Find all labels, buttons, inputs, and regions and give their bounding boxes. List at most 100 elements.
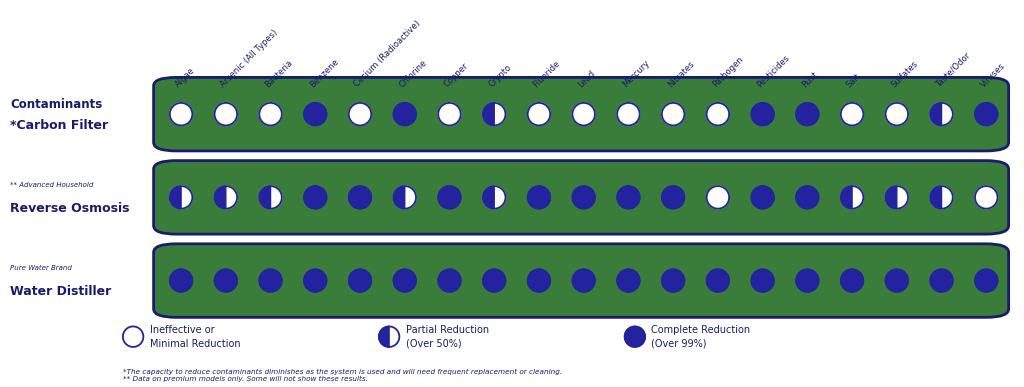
Ellipse shape bbox=[796, 103, 818, 125]
FancyBboxPatch shape bbox=[154, 161, 1009, 234]
Ellipse shape bbox=[975, 103, 997, 125]
Ellipse shape bbox=[170, 186, 193, 209]
Text: ** Data on premium models only. Some will not show these results.: ** Data on premium models only. Some wil… bbox=[123, 376, 368, 382]
Polygon shape bbox=[170, 186, 181, 209]
Text: Partial Reduction: Partial Reduction bbox=[406, 325, 488, 335]
Ellipse shape bbox=[438, 269, 461, 292]
Polygon shape bbox=[930, 103, 941, 125]
Text: Cesium (Radioactive): Cesium (Radioactive) bbox=[352, 19, 423, 89]
Ellipse shape bbox=[752, 269, 774, 292]
Ellipse shape bbox=[975, 186, 997, 209]
Ellipse shape bbox=[393, 269, 416, 292]
Ellipse shape bbox=[841, 186, 863, 209]
Ellipse shape bbox=[304, 103, 327, 125]
Ellipse shape bbox=[625, 327, 645, 347]
Ellipse shape bbox=[527, 103, 550, 125]
Text: Benzene: Benzene bbox=[308, 57, 340, 89]
Ellipse shape bbox=[707, 269, 729, 292]
FancyBboxPatch shape bbox=[154, 77, 1009, 151]
Text: Taste/Odor: Taste/Odor bbox=[934, 51, 973, 89]
Text: (Over 50%): (Over 50%) bbox=[406, 339, 461, 349]
Ellipse shape bbox=[841, 103, 863, 125]
Ellipse shape bbox=[707, 103, 729, 125]
Ellipse shape bbox=[617, 186, 640, 209]
Ellipse shape bbox=[796, 186, 818, 209]
Text: Minimal Reduction: Minimal Reduction bbox=[150, 339, 241, 349]
Text: Arsenic (All Types): Arsenic (All Types) bbox=[218, 28, 280, 89]
Text: *Carbon Filter: *Carbon Filter bbox=[10, 119, 109, 132]
Polygon shape bbox=[483, 186, 495, 209]
FancyBboxPatch shape bbox=[154, 244, 1009, 317]
Ellipse shape bbox=[349, 186, 372, 209]
Text: Nitrates: Nitrates bbox=[666, 59, 696, 89]
Ellipse shape bbox=[617, 269, 640, 292]
Text: Salt: Salt bbox=[845, 71, 862, 89]
Ellipse shape bbox=[662, 103, 684, 125]
Text: Reverse Osmosis: Reverse Osmosis bbox=[10, 202, 130, 215]
Ellipse shape bbox=[930, 103, 952, 125]
Text: Water Distiller: Water Distiller bbox=[10, 285, 112, 298]
Ellipse shape bbox=[349, 269, 372, 292]
Ellipse shape bbox=[796, 269, 818, 292]
Ellipse shape bbox=[259, 269, 282, 292]
Ellipse shape bbox=[304, 186, 327, 209]
Ellipse shape bbox=[886, 103, 908, 125]
Ellipse shape bbox=[975, 269, 997, 292]
Ellipse shape bbox=[304, 269, 327, 292]
Polygon shape bbox=[215, 186, 226, 209]
Text: ** Advanced Household: ** Advanced Household bbox=[10, 182, 93, 188]
Ellipse shape bbox=[752, 103, 774, 125]
Ellipse shape bbox=[438, 186, 461, 209]
Ellipse shape bbox=[572, 103, 595, 125]
Text: (Over 99%): (Over 99%) bbox=[651, 339, 707, 349]
Ellipse shape bbox=[930, 186, 952, 209]
Text: Lead: Lead bbox=[577, 68, 597, 89]
Ellipse shape bbox=[841, 269, 863, 292]
Ellipse shape bbox=[707, 186, 729, 209]
Ellipse shape bbox=[886, 269, 908, 292]
Ellipse shape bbox=[215, 186, 238, 209]
Ellipse shape bbox=[930, 269, 952, 292]
Ellipse shape bbox=[886, 186, 908, 209]
Text: Viruses: Viruses bbox=[979, 61, 1007, 89]
Ellipse shape bbox=[259, 103, 282, 125]
Ellipse shape bbox=[215, 269, 238, 292]
Ellipse shape bbox=[527, 269, 550, 292]
Ellipse shape bbox=[483, 186, 506, 209]
Text: Contaminants: Contaminants bbox=[10, 98, 102, 111]
Text: Pesticides: Pesticides bbox=[756, 53, 792, 89]
Ellipse shape bbox=[483, 103, 506, 125]
Ellipse shape bbox=[393, 103, 416, 125]
Ellipse shape bbox=[215, 103, 238, 125]
Polygon shape bbox=[483, 103, 495, 125]
Ellipse shape bbox=[170, 269, 193, 292]
Text: Ineffective or: Ineffective or bbox=[150, 325, 214, 335]
Polygon shape bbox=[930, 186, 941, 209]
Text: Copper: Copper bbox=[442, 61, 470, 89]
Text: Chlorine: Chlorine bbox=[397, 58, 429, 89]
Text: Sulfates: Sulfates bbox=[890, 58, 920, 89]
Polygon shape bbox=[259, 186, 270, 209]
Text: Rust: Rust bbox=[800, 70, 819, 89]
Text: Pure Water Brand: Pure Water Brand bbox=[10, 265, 72, 271]
Ellipse shape bbox=[393, 186, 416, 209]
Polygon shape bbox=[393, 186, 404, 209]
Ellipse shape bbox=[438, 103, 461, 125]
Ellipse shape bbox=[662, 269, 684, 292]
Text: *The capacity to reduce contaminants diminishes as the system is used and will n: *The capacity to reduce contaminants dim… bbox=[123, 368, 562, 375]
Ellipse shape bbox=[483, 269, 506, 292]
Ellipse shape bbox=[349, 103, 372, 125]
Polygon shape bbox=[841, 186, 852, 209]
Ellipse shape bbox=[379, 327, 399, 347]
Text: Mercury: Mercury bbox=[621, 58, 651, 89]
Ellipse shape bbox=[752, 186, 774, 209]
Text: Complete Reduction: Complete Reduction bbox=[651, 325, 751, 335]
Ellipse shape bbox=[170, 103, 193, 125]
Text: Bacteria: Bacteria bbox=[263, 58, 294, 89]
Ellipse shape bbox=[572, 269, 595, 292]
Text: Crypto: Crypto bbox=[486, 63, 513, 89]
Text: Fluoride: Fluoride bbox=[531, 58, 562, 89]
Text: Pathogen: Pathogen bbox=[711, 55, 744, 89]
Polygon shape bbox=[379, 327, 389, 347]
Ellipse shape bbox=[662, 186, 684, 209]
